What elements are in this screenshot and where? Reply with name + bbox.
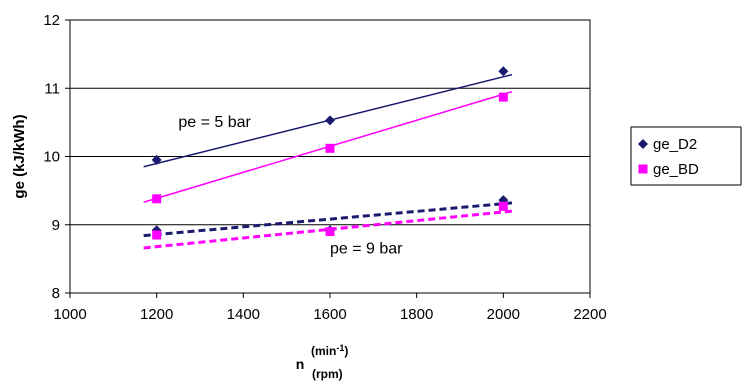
trendline-ge-bd bbox=[143, 209, 513, 250]
legend: ge_D2 ge_BD bbox=[630, 126, 742, 186]
x-axis-label-unit-rpm: (rpm) bbox=[312, 367, 343, 381]
x-tick-label: 1000 bbox=[53, 306, 86, 323]
trendlines bbox=[143, 73, 513, 250]
legend-box bbox=[630, 126, 742, 186]
y-tick-label: 10 bbox=[43, 149, 60, 166]
x-tick-label: 1800 bbox=[400, 306, 433, 323]
x-axis-label: n (min-1) (rpm) bbox=[296, 343, 349, 381]
x-axis-label-main: n bbox=[296, 356, 305, 372]
x-axis-label-unit-min: (min-1) bbox=[311, 343, 348, 358]
legend-marker-diamond bbox=[638, 139, 648, 149]
data-point-ge-bd bbox=[498, 201, 508, 211]
legend-label: ge_BD bbox=[653, 161, 699, 178]
y-tick-label: 12 bbox=[43, 12, 60, 29]
data-points bbox=[151, 66, 509, 240]
data-point-ge-bd bbox=[152, 230, 162, 240]
x-axis-unit-superscript: -1 bbox=[336, 343, 344, 353]
x-tick-label: 1400 bbox=[227, 306, 260, 323]
y-tick-label: 9 bbox=[52, 217, 60, 234]
trendline-ge-d2 bbox=[143, 201, 513, 238]
data-point-ge-d2 bbox=[498, 66, 509, 77]
data-point-ge-bd bbox=[325, 227, 335, 237]
data-point-ge-d2 bbox=[151, 154, 162, 165]
data-point-ge-bd bbox=[152, 194, 162, 204]
x-tick-label: 1200 bbox=[140, 306, 173, 323]
annotation-label: pe = 9 bar bbox=[330, 240, 403, 257]
x-axis-unit-min-text: (min bbox=[311, 344, 336, 358]
x-tick-label: 1600 bbox=[313, 306, 346, 323]
data-point-ge-d2 bbox=[325, 115, 335, 126]
annotations: pe = 5 bar pe = 9 bar bbox=[178, 114, 403, 257]
y-tick-label: 8 bbox=[52, 285, 60, 302]
x-tick-label: 2000 bbox=[487, 306, 520, 323]
x-axis-unit-close: ) bbox=[344, 344, 348, 358]
annotation-label: pe = 5 bar bbox=[178, 114, 251, 131]
data-point-ge-bd bbox=[498, 92, 508, 102]
data-point-ge-bd bbox=[325, 143, 335, 153]
axis-ticks: 8 9 10 11 12 1000 1200 1400 1600 1800 2000 2200 bbox=[43, 12, 606, 323]
y-axis-label: ge (kJ/kWh) bbox=[11, 114, 28, 198]
y-tick-label: 11 bbox=[44, 80, 60, 97]
legend-marker-square bbox=[638, 164, 648, 174]
x-tick-label: 2200 bbox=[573, 306, 606, 323]
legend-label: ge_D2 bbox=[653, 136, 697, 153]
